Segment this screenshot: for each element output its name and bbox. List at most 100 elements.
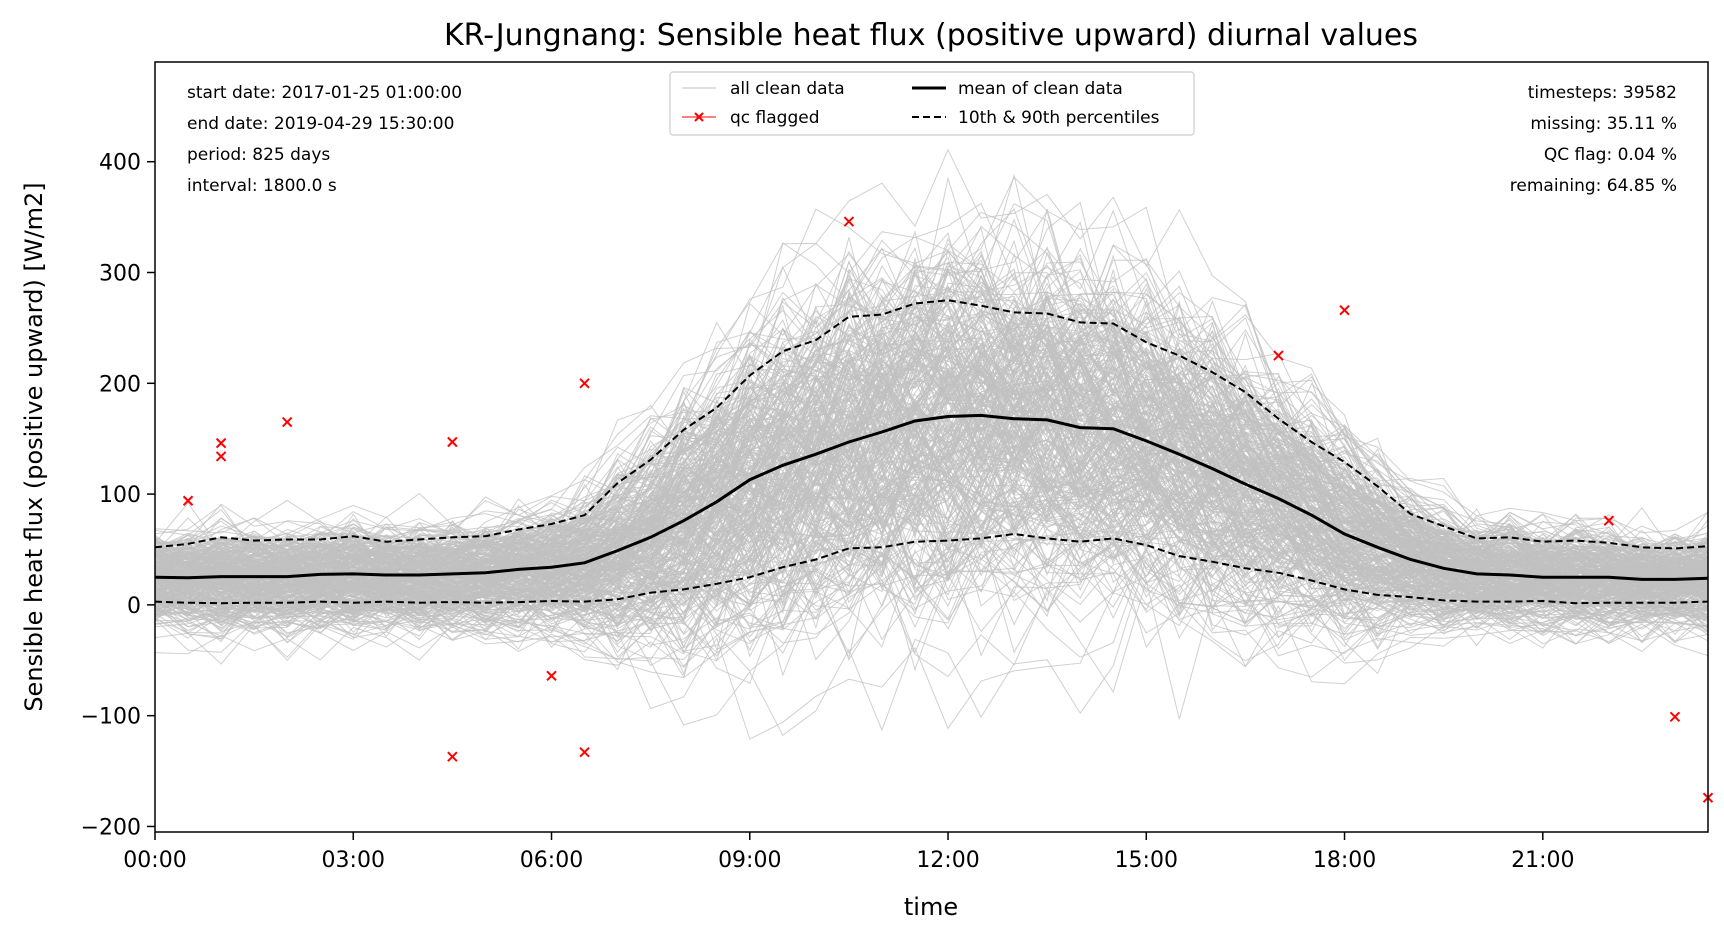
x-tick-label: 03:00 <box>322 848 385 873</box>
clean-data-line <box>155 316 1708 605</box>
clean-data-line <box>155 457 1708 626</box>
clean-data-line <box>155 541 1708 675</box>
percentile-90-line <box>155 299 1708 550</box>
qc-flagged-point <box>843 216 855 227</box>
legend-swatch-qc-marker <box>694 112 704 122</box>
clean-data-line <box>155 285 1708 576</box>
info-start-date: start date: 2017-01-25 01:00:00 <box>187 83 462 103</box>
series-layer <box>155 299 1708 605</box>
qc-flagged-point <box>281 416 293 428</box>
clean-data-line <box>155 519 1708 677</box>
qc-flagged-point <box>1669 711 1681 722</box>
clean-data-line <box>155 448 1708 638</box>
qc-flagged-point <box>1603 515 1615 526</box>
clean-data-line <box>155 437 1708 632</box>
clean-data-line <box>155 402 1708 611</box>
clean-data-line <box>155 351 1708 591</box>
qc-flagged-point <box>579 747 590 758</box>
info-interval: interval: 1800.0 s <box>187 176 337 196</box>
clean-data-line <box>155 148 1708 541</box>
qc-flagged-point <box>215 451 227 462</box>
clean-data-line <box>155 330 1708 598</box>
clean-data-line <box>155 323 1708 588</box>
x-tick-label: 06:00 <box>520 848 583 873</box>
info-timesteps: timesteps: 39582 <box>1528 83 1677 103</box>
qc-flagged-point <box>546 670 557 681</box>
qc-flagged-point <box>447 436 458 448</box>
clean-data-line <box>155 469 1708 617</box>
clean-data-line <box>155 501 1708 642</box>
clean-data-line <box>155 281 1708 588</box>
clean-data-line <box>155 557 1708 737</box>
clean-data-line <box>155 173 1708 570</box>
percentile-10-line <box>155 532 1708 605</box>
clean-data-line <box>155 344 1708 590</box>
clean-data-line <box>155 360 1708 592</box>
y-axis: −200 −100 0 100 200 300 400 <box>81 151 155 840</box>
clean-data-line <box>155 476 1708 637</box>
clean-data-line <box>155 520 1708 662</box>
x-tick-label: 15:00 <box>1115 848 1178 873</box>
clean-data-line <box>155 245 1708 572</box>
qc-flagged-point <box>182 495 194 506</box>
x-axis-label: time <box>904 893 958 921</box>
qc-flagged-point <box>1339 304 1350 316</box>
qc-flagged-point <box>215 437 227 449</box>
clean-data-line <box>155 269 1708 580</box>
plot-frame <box>154 61 1709 833</box>
info-right: timesteps: 39582 missing: 35.11 % QC fla… <box>1510 83 1677 196</box>
legend-label-qc-flagged: qc flagged <box>730 108 820 128</box>
chart-title: KR-Jungnang: Sensible heat flux (positiv… <box>444 18 1418 53</box>
qc-flagged-point <box>579 378 590 389</box>
x-axis: 00:00 03:00 06:00 09:00 12:00 15:00 18:00 21:00 <box>123 832 1574 873</box>
clean-data-line <box>155 176 1708 558</box>
clean-data-line <box>155 497 1708 642</box>
clean-data-line <box>155 583 1708 740</box>
info-end-date: end date: 2019-04-29 15:30:00 <box>187 114 454 134</box>
info-remaining: remaining: 64.85 % <box>1510 176 1677 196</box>
clean-data-line <box>155 366 1708 602</box>
y-tick-label: −100 <box>81 705 141 730</box>
mean-line <box>155 413 1708 581</box>
clean-data-line <box>155 478 1708 658</box>
x-tick-label: 00:00 <box>123 848 186 873</box>
y-axis-label: Sensible heat flux (positive upward) [W/… <box>20 182 48 711</box>
clean-data-line <box>155 398 1708 620</box>
clean-data-line <box>155 419 1708 601</box>
qc-flagged-point <box>1273 350 1284 361</box>
clean-data-line <box>155 375 1708 600</box>
clean-data-line <box>155 268 1708 570</box>
clean-data-line <box>155 176 1708 547</box>
qc-flagged-points <box>182 216 1714 803</box>
clean-data-line <box>155 268 1708 570</box>
y-tick-label: 200 <box>99 372 141 397</box>
clean-data-line <box>155 460 1708 628</box>
y-tick-label: 300 <box>99 262 141 287</box>
legend-label-percentiles: 10th & 90th percentiles <box>958 108 1160 128</box>
legend-label-mean: mean of clean data <box>958 79 1123 99</box>
y-tick-label: 100 <box>99 483 141 508</box>
x-tick-label: 18:00 <box>1313 848 1376 873</box>
legend: all clean data qc flagged mean of clean … <box>669 71 1195 136</box>
y-tick-label: 0 <box>127 594 141 619</box>
x-tick-label: 21:00 <box>1511 848 1574 873</box>
info-qc-flag: QC flag: 0.04 % <box>1544 145 1677 165</box>
qc-flagged-point <box>447 751 458 762</box>
clean-data-line <box>155 441 1708 651</box>
x-tick-label: 12:00 <box>916 848 979 873</box>
info-period: period: 825 days <box>187 145 330 165</box>
legend-label-clean-data: all clean data <box>730 79 845 99</box>
clean-data-line <box>155 387 1708 612</box>
info-left: start date: 2017-01-25 01:00:00 end date… <box>187 83 462 196</box>
clean-data-line <box>155 232 1708 581</box>
clean-data-line <box>155 365 1708 620</box>
legend-box <box>669 71 1195 136</box>
clean-data-line <box>155 261 1708 575</box>
clean-data-line <box>155 309 1708 583</box>
x-tick-label: 09:00 <box>718 848 781 873</box>
y-tick-label: 400 <box>99 151 141 176</box>
clean-data-line <box>155 329 1708 600</box>
info-missing: missing: 35.11 % <box>1530 114 1677 134</box>
clean-data-line <box>155 307 1708 595</box>
